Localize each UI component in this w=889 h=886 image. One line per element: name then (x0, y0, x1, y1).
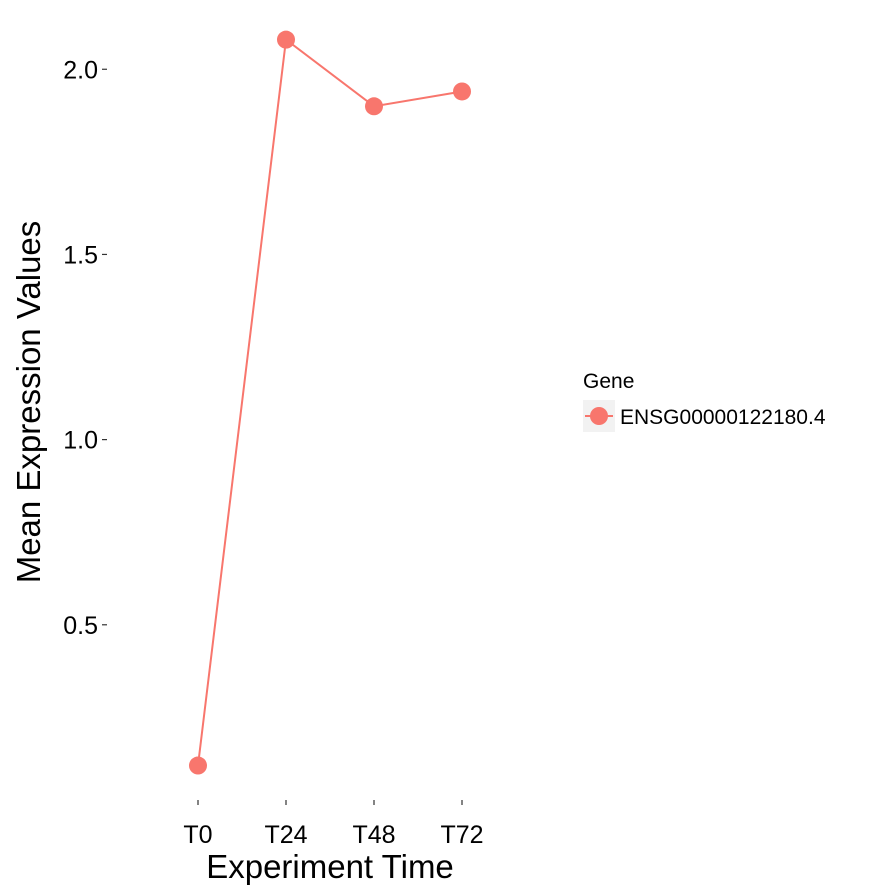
legend-key-point (590, 407, 608, 425)
y-tick-label: 1.0 (63, 427, 98, 455)
x-tick-label: T24 (264, 821, 307, 849)
data-point (453, 82, 471, 101)
y-axis-title: Mean Expression Values (10, 221, 47, 584)
x-tick-label: T48 (352, 821, 395, 849)
y-axis: 0.5 1.0 1.5 2.0 (63, 56, 107, 640)
y-tick-label: 1.5 (63, 241, 98, 269)
y-tick-label: 2.0 (63, 56, 98, 84)
legend-label: ENSG00000122180.4 (620, 406, 826, 429)
series-layer (189, 30, 471, 775)
data-point (365, 97, 383, 116)
data-point (277, 30, 295, 49)
x-axis: T0 T24 T48 T72 (183, 800, 484, 849)
x-tick-label: T0 (183, 821, 212, 849)
data-point (189, 756, 207, 775)
x-tick-label: T72 (440, 821, 483, 849)
legend: Gene ENSG00000122180.4 (583, 370, 826, 432)
legend-title: Gene (583, 370, 634, 393)
y-tick-label: 0.5 (63, 612, 98, 640)
series-line (197, 37, 463, 766)
x-axis-title: Experiment Time (206, 848, 454, 885)
